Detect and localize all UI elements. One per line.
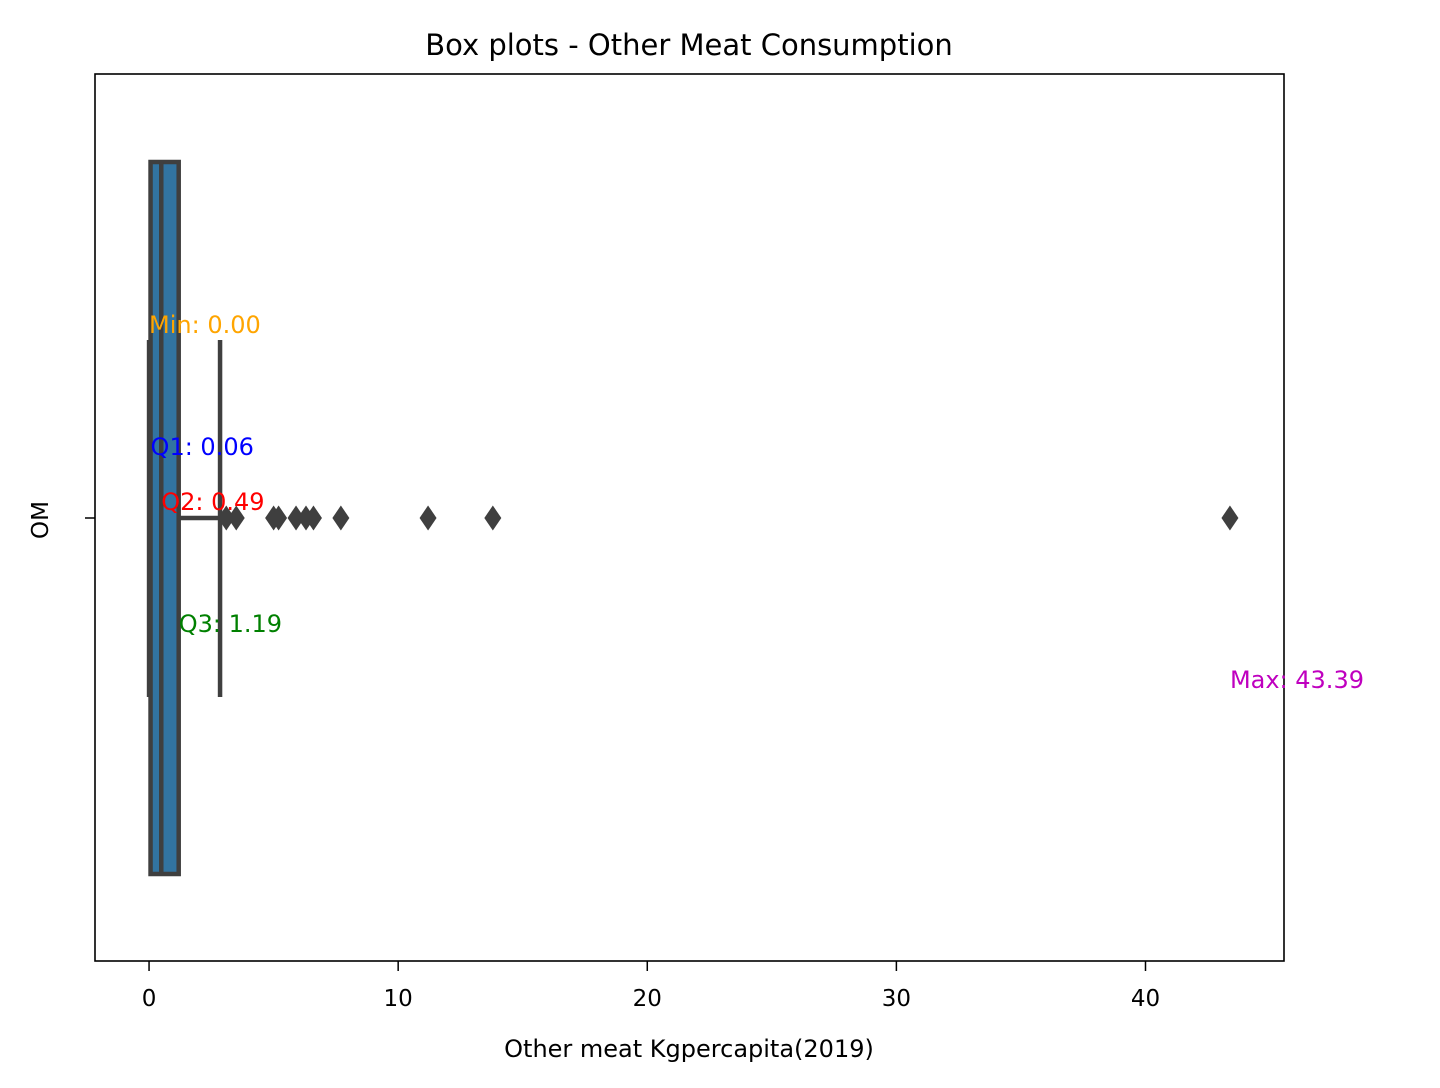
outlier-point-6: [304, 505, 322, 531]
annotation-layer: Min: 0.00 Q1: 0.06 Q2: 0.49 Q3: 1.19 Max: 43…: [149, 311, 1364, 694]
x-tick-label-40: 40: [1131, 986, 1160, 1012]
outlier-point-8: [419, 505, 437, 531]
x-axis-label: Other meat Kgpercapita(2019): [504, 1035, 874, 1063]
outlier-point-7: [332, 505, 350, 531]
chart-title: Box plots - Other Meat Consumption: [425, 28, 953, 62]
outlier-point-1: [227, 505, 245, 531]
x-axis-ticks: 0 10 20 30 40: [142, 961, 1160, 1012]
x-tick-label-30: 30: [882, 986, 911, 1012]
y-axis-category-label: OM: [28, 501, 54, 539]
x-tick-label-10: 10: [384, 986, 413, 1012]
outlier-point-4: [287, 505, 305, 531]
annotation-q3: Q3: 1.19: [179, 610, 282, 638]
plot-layer: [146, 159, 1239, 877]
annotation-q2: Q2: 0.49: [161, 488, 264, 516]
outlier-point-3: [270, 505, 288, 531]
annotation-max: Max: 43.39: [1230, 666, 1364, 694]
outlier-point-0: [217, 505, 235, 531]
x-tick-label-20: 20: [633, 986, 662, 1012]
x-tick-label-0: 0: [142, 986, 157, 1012]
box-iqr: [148, 159, 181, 877]
annotation-min: Min: 0.00: [149, 311, 261, 339]
outlier-point-9: [484, 505, 502, 531]
annotation-q1: Q1: 0.06: [151, 433, 254, 461]
outlier-point-10: [1221, 505, 1239, 531]
